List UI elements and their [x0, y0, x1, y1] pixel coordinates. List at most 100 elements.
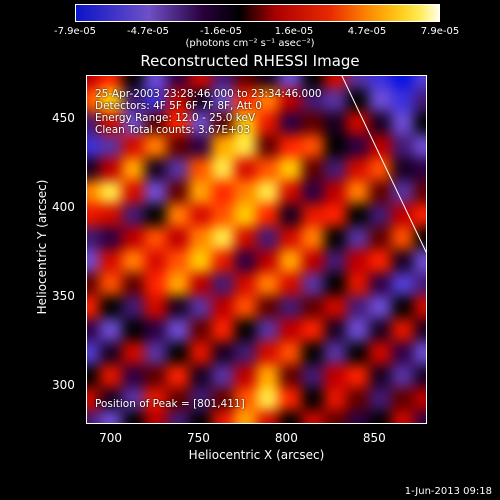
heatmap-cell — [346, 295, 370, 319]
heatmap-cell — [346, 157, 370, 182]
colorbar-tick-label: -4.7e-05 — [127, 26, 169, 37]
heatmap-cell — [391, 410, 415, 423]
heatmap-cell — [166, 364, 190, 388]
heatmap-cell — [323, 295, 347, 319]
heatmap-cell — [211, 157, 235, 182]
heatmap-cell — [211, 203, 235, 228]
heatmap-cell — [166, 157, 190, 182]
heatmap-cell — [189, 341, 213, 365]
heatmap-cell — [301, 295, 325, 319]
heatmap-cell — [323, 410, 347, 423]
heatmap-cell — [278, 387, 302, 411]
heatmap-cell — [301, 318, 325, 342]
heatmap-cell — [166, 387, 190, 411]
heatmap-cell — [234, 364, 258, 388]
heatmap-cell — [368, 364, 392, 388]
colorbar-tick-label: 1.6e-05 — [274, 26, 314, 37]
heatmap-cell — [99, 341, 123, 365]
heatmap-cell — [278, 111, 302, 136]
heatmap-cell — [87, 134, 100, 159]
heatmap-cell — [368, 203, 392, 228]
heatmap-cell — [346, 318, 370, 342]
heatmap-cell — [189, 134, 213, 159]
timestamp: 1-Jun-2013 09:18 — [404, 486, 492, 497]
heatmap-cell — [234, 272, 258, 296]
heatmap-cell — [211, 249, 235, 274]
heatmap-cell — [87, 203, 100, 228]
heatmap-cell — [211, 226, 235, 251]
heatmap-cell — [211, 76, 235, 90]
heatmap-cell — [323, 318, 347, 342]
heatmap-cell — [144, 249, 168, 274]
heatmap-cell — [121, 318, 145, 342]
heatmap-cell — [256, 180, 280, 205]
heatmap-cell — [323, 249, 347, 274]
heatmap-cell — [87, 226, 100, 251]
heatmap-cell — [368, 318, 392, 342]
heatmap-cell — [256, 157, 280, 182]
heatmap-cell — [189, 387, 213, 411]
heatmap-cell — [189, 226, 213, 251]
heatmap-cell — [144, 318, 168, 342]
heatmap-cell — [391, 249, 415, 274]
heatmap-cell — [301, 88, 325, 113]
heatmap-cell — [278, 76, 302, 90]
heatmap-cell — [99, 272, 123, 296]
heatmap-cell — [368, 341, 392, 365]
heatmap-cell — [391, 180, 415, 205]
heatmap-cell — [323, 76, 347, 90]
heatmap-cell — [256, 88, 280, 113]
heatmap-cell — [323, 203, 347, 228]
heatmap-cell — [144, 295, 168, 319]
heatmap-cell — [144, 226, 168, 251]
heatmap-cell — [87, 387, 100, 411]
heatmap-cell — [189, 111, 213, 136]
heatmap-cell — [391, 226, 415, 251]
heatmap-cell — [166, 203, 190, 228]
heatmap-cell — [121, 134, 145, 159]
heatmap-cell — [87, 272, 100, 296]
heatmap-cell — [301, 249, 325, 274]
heatmap-cell — [278, 157, 302, 182]
heatmap-cell — [144, 180, 168, 205]
heatmap-cell — [87, 76, 100, 90]
y-tick-label: 350 — [52, 288, 75, 303]
heatmap-cell — [144, 364, 168, 388]
heatmap-cell — [368, 134, 392, 159]
heatmap-cell — [144, 76, 168, 90]
heatmap-cell — [166, 272, 190, 296]
heatmap-cell — [211, 180, 235, 205]
heatmap-cell — [166, 180, 190, 205]
heatmap-cell — [166, 318, 190, 342]
heatmap-cell — [413, 157, 426, 182]
heatmap-cell — [121, 157, 145, 182]
heatmap-cell — [301, 226, 325, 251]
heatmap-cell — [323, 111, 347, 136]
heatmap-cell — [166, 341, 190, 365]
heatmap-cell — [234, 410, 258, 423]
plot-area: 25-Apr-2003 23:28:46.000 to 23:34:46.000… — [86, 75, 427, 424]
heatmap-cell — [323, 387, 347, 411]
heatmap-cell — [144, 157, 168, 182]
heatmap-cell — [368, 272, 392, 296]
heatmap-cell — [323, 134, 347, 159]
heatmap-cell — [368, 249, 392, 274]
limb-overlay — [341, 76, 426, 253]
heatmap-cell — [278, 364, 302, 388]
heatmap-cell — [121, 272, 145, 296]
heatmap-cell — [99, 249, 123, 274]
heatmap-cell — [391, 111, 415, 136]
heatmap-cell — [189, 180, 213, 205]
heatmap-cell — [301, 410, 325, 423]
heatmap-cell — [211, 410, 235, 423]
heatmap-cell — [346, 410, 370, 423]
heatmap-cell — [301, 76, 325, 90]
heatmap-cell — [368, 226, 392, 251]
heatmap-cell — [391, 341, 415, 365]
heatmap-cell — [234, 341, 258, 365]
heatmap-cell — [323, 180, 347, 205]
heatmap-cell — [256, 203, 280, 228]
heatmap-cell — [144, 341, 168, 365]
heatmap-cell — [413, 364, 426, 388]
annotation-clean: Clean Total counts: 3.67E+03 — [95, 124, 251, 136]
